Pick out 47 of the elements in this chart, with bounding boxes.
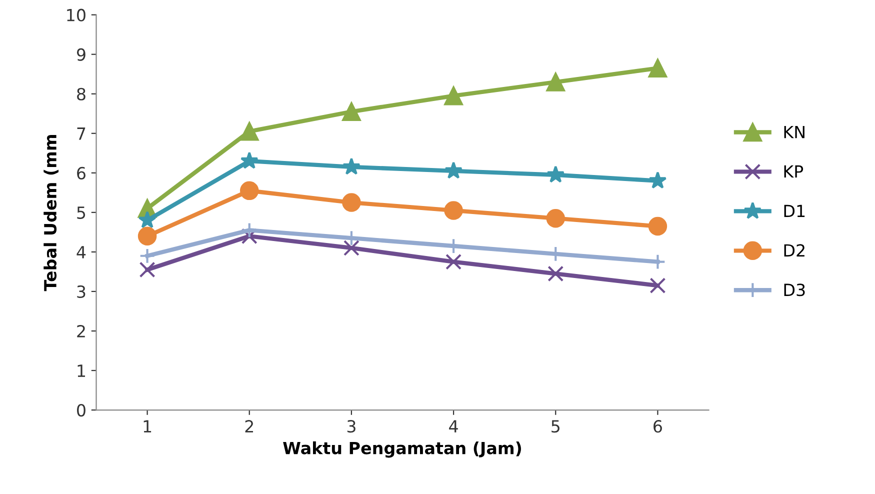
point [650,278,666,294]
point [446,254,462,270]
y-tick-label: 6 [77,166,86,180]
y-tick-label: 10 [67,8,86,22]
y-tick-label: 8 [77,88,86,100]
y-tick-label: 2 [77,324,85,338]
point [546,208,566,228]
legend-label: D3 [784,284,805,296]
point [546,72,566,92]
y-tick-label: 3 [77,285,86,298]
x-tick-label: 3 [347,420,356,433]
point [240,152,258,169]
point [444,162,463,179]
legend-label: D1 [784,204,805,218]
x-tick-label: 2 [245,420,254,432]
point [444,86,463,106]
x-tick-label: 5 [552,420,560,433]
y-tick-label: 0 [77,404,86,417]
y-tick-label: 7 [77,128,86,140]
y-tick-label: 9 [76,48,86,61]
point [138,226,157,246]
x-axis-title: Waktu Pengamatan (Jam) [283,441,521,458]
point [548,266,564,282]
point [444,201,463,220]
point [342,102,361,122]
point [648,216,668,236]
y-tick-label: 1 [78,364,85,377]
point [342,158,360,175]
y-axis-title: Tebal Udem (mm [44,135,58,292]
point [138,210,156,228]
x-tick-label: 1 [144,420,152,432]
point [648,171,667,189]
legend-label: KP [784,165,804,178]
point [342,193,361,212]
y-tick-label: 4 [76,246,86,258]
y-tick-label: 5 [77,206,86,219]
point [139,262,156,278]
x-tick-label: 6 [654,420,662,433]
legend-label: D2 [784,244,804,256]
point [648,58,668,78]
point [343,240,360,256]
point [139,248,156,264]
legend-label: KN [784,126,804,138]
point [240,181,259,200]
x-tick-label: 4 [449,420,458,432]
point [240,122,259,141]
point [546,166,565,183]
